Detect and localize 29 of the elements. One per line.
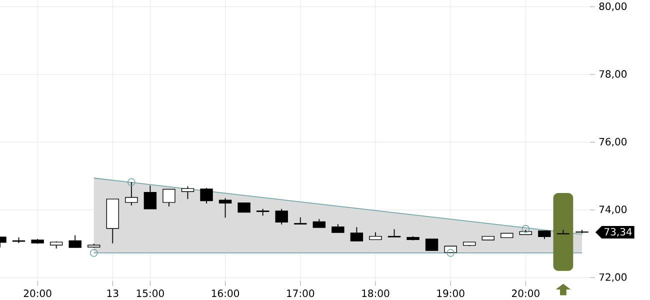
candlestick bbox=[68, 234, 82, 248]
candlestick bbox=[181, 186, 194, 200]
text: 73,34 bbox=[604, 228, 632, 237]
candlestick bbox=[425, 238, 438, 251]
point bbox=[90, 249, 98, 257]
y-tick-label: 74,00 bbox=[599, 206, 627, 214]
candlestick bbox=[294, 216, 307, 225]
candlestick bbox=[238, 202, 250, 213]
x-tick-label: 20:00 bbox=[512, 290, 540, 298]
point bbox=[522, 225, 530, 233]
candlestick bbox=[144, 185, 157, 210]
x-tick-label: 15:00 bbox=[136, 290, 164, 298]
x-tick-label: 13 bbox=[107, 290, 118, 298]
y-tick-label: 76,00 bbox=[599, 138, 627, 146]
x-tick-label: 17:00 bbox=[287, 290, 314, 298]
y-tick-label: 80,00 bbox=[599, 2, 627, 12]
point bbox=[446, 249, 454, 257]
y-tick-label: 78,00 bbox=[599, 70, 627, 79]
x-tick-label: 19:00 bbox=[437, 290, 464, 298]
candlestick bbox=[200, 187, 213, 204]
candlestick bbox=[162, 188, 176, 207]
candlestick bbox=[350, 226, 364, 242]
x-tick-label: 16:00 bbox=[212, 290, 240, 298]
x-tick-label: 18:00 bbox=[362, 290, 390, 298]
x-tick-label: 20:00 bbox=[24, 290, 52, 298]
y-tick-label: 72,00 bbox=[599, 273, 627, 282]
point bbox=[128, 178, 136, 186]
candlestick bbox=[218, 198, 232, 218]
candlestick bbox=[275, 208, 288, 225]
